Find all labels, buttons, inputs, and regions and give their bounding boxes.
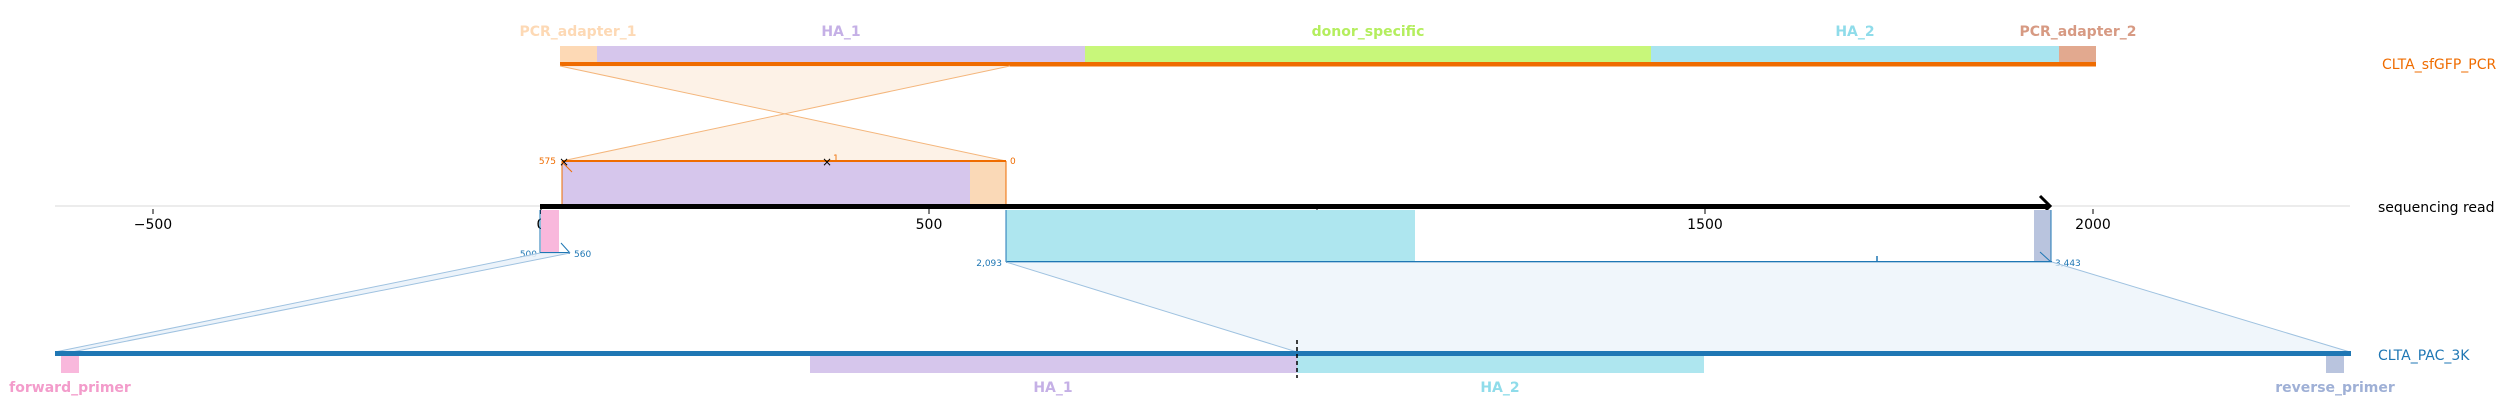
lower-right-connector-fill: [1006, 262, 2350, 352]
top-track: PCR_adapter_1 HA_1 donor_specific HA_2 P…: [519, 24, 2496, 73]
read-arrow-icon: [2038, 194, 2053, 212]
read-upper-end-arrow-icon: [561, 161, 573, 173]
read-upper-end-label: 0: [1010, 157, 1016, 167]
read-lower-right-start-label: 2,093: [976, 259, 1002, 269]
bottom-feature-ha-1-block: [810, 356, 1297, 373]
read-bar: [540, 204, 2048, 209]
top-feature-donor-specific-block: [1085, 46, 1651, 63]
read-lower-ha-2-block: [1006, 210, 1415, 262]
bottom-feature-reverse-primer-label: reverse_primer: [2275, 380, 2395, 396]
bottom-track-line: [55, 351, 2351, 356]
bottom-feature-ha-2-block: [1297, 356, 1704, 373]
read-upper-mid-marker-icon: ×: [822, 155, 832, 169]
read-upper-adapter-block: [970, 162, 1006, 205]
lower-alignment-connectors: [54, 252, 2351, 353]
top-feature-pcr-adapter-2-label: PCR_adapter_2: [2019, 24, 2136, 40]
top-feature-donor-specific-label: donor_specific: [1312, 24, 1425, 40]
read-lower-right-end-label: 3,443: [2055, 259, 2081, 269]
read-lower-left-end-arrow-icon: [560, 242, 571, 254]
top-track-name: CLTA_sfGFP_PCR: [2382, 57, 2496, 73]
bottom-feature-ha-2-label: HA_2: [1480, 380, 1519, 396]
bottom-feature-forward-primer-label: forward_primer: [9, 380, 131, 396]
lower-right-connector-line-a: [1005, 261, 1298, 353]
bottom-track-name: CLTA_PAC_3K: [2378, 348, 2470, 364]
read-lower-left-alignment: 500 560: [520, 210, 591, 260]
read-lower-left-end-label: 560: [574, 250, 591, 260]
upper-alignment-connector: [559, 65, 1011, 162]
axis-tick-label: 2000: [2075, 217, 2111, 233]
read-upper-alignment: × × 575 0 1: [539, 154, 1016, 205]
top-track-line: [560, 62, 2096, 67]
read-lower-right-alignment: 2,093 3,443: [976, 210, 2081, 269]
read-lower-right-end-arrow-icon: [2039, 251, 2052, 263]
read-lower-forward-primer-block: [541, 210, 559, 253]
read-track-name: sequencing read: [2378, 200, 2494, 216]
bottom-feature-ha-1-label: HA_1: [1033, 380, 1072, 396]
top-feature-ha-1-label: HA_1: [821, 24, 860, 40]
upper-connector-line-b: [561, 65, 1011, 162]
axis-tick-label: 500: [916, 217, 943, 233]
top-feature-ha-1-block: [597, 46, 1085, 63]
read-upper-ha-1-block: [562, 162, 970, 205]
lower-left-connector-line-a: [54, 252, 541, 353]
read-upper-mid-label: 1: [833, 154, 839, 164]
top-feature-pcr-adapter-2-block: [2059, 46, 2096, 63]
upper-connector-line-a: [559, 65, 1007, 162]
lower-left-connector-fill: [55, 253, 570, 352]
read-upper-start-marker-icon: ×: [559, 155, 569, 169]
lower-right-connector-line-b: [2051, 261, 2351, 353]
top-feature-ha-2-label: HA_2: [1835, 24, 1874, 40]
top-feature-pcr-adapter-1-label: PCR_adapter_1: [519, 24, 636, 40]
top-feature-ha-2-block: [1651, 46, 2059, 63]
lower-left-connector-line-b: [71, 252, 571, 353]
bottom-feature-reverse-primer-block: [2326, 356, 2344, 373]
top-feature-pcr-adapter-1-block: [560, 46, 597, 63]
axis-tick-label: −500: [134, 217, 172, 233]
read-lower-reverse-primer-block: [2034, 210, 2051, 262]
bottom-feature-forward-primer-block: [61, 356, 79, 373]
bottom-track: forward_primer HA_1 HA_2 reverse_primer …: [9, 340, 2470, 396]
read-upper-start-label: 575: [539, 157, 556, 167]
axis-tick-label: 1500: [1687, 217, 1723, 233]
